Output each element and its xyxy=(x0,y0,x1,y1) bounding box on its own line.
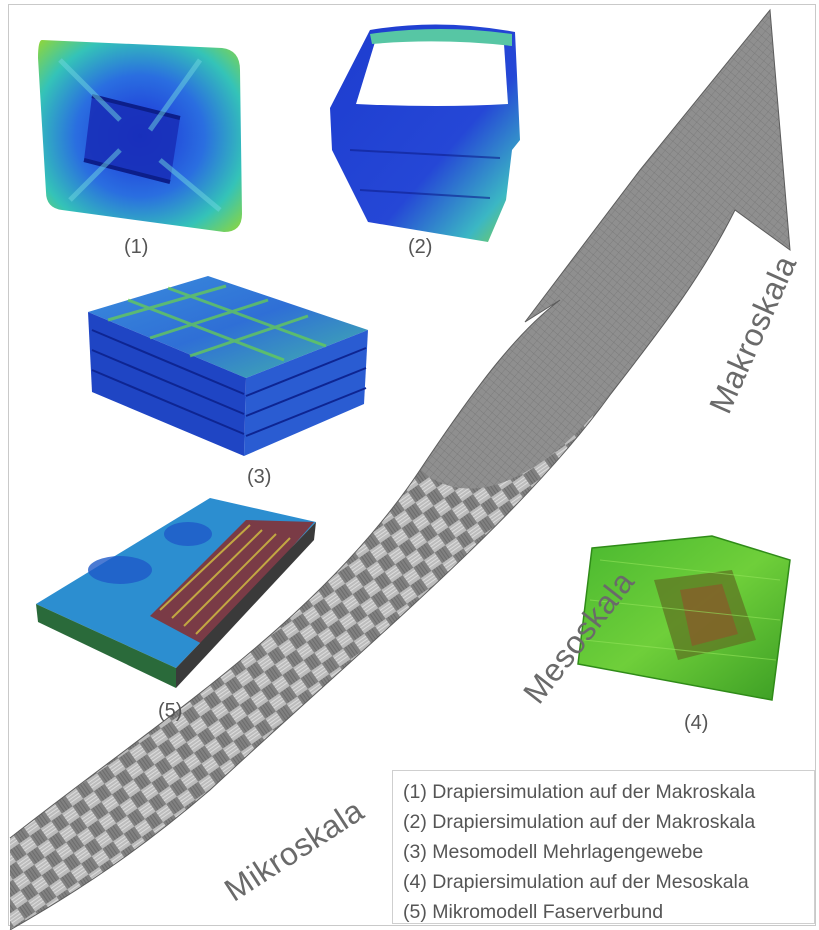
legend-item-3: (3) Mesomodell Mehrlagengewebe xyxy=(403,841,704,863)
label-image-5: (5) xyxy=(158,700,183,722)
sim-image-5-composite xyxy=(36,498,316,688)
legend-item-1: (1) Drapiersimulation auf der Makroskala xyxy=(403,781,756,803)
label-image-4: (4) xyxy=(684,712,709,734)
label-image-2: (2) xyxy=(408,236,433,258)
legend-item-4: (4) Drapiersimulation auf der Mesoskala xyxy=(403,871,749,893)
sim-image-4-meso-drape xyxy=(577,535,791,701)
sim-image-3-fabric xyxy=(88,276,368,456)
label-image-3: (3) xyxy=(247,466,272,488)
legend-item-2: (2) Drapiersimulation auf der Makroskala xyxy=(403,811,756,833)
legend-box: (1) Drapiersimulation auf der Makroskala… xyxy=(392,770,815,924)
figure-frame xyxy=(8,4,816,926)
legend-item-5: (5) Mikromodell Faserverbund xyxy=(403,901,664,923)
label-image-1: (1) xyxy=(124,236,149,258)
sim-image-2-door xyxy=(330,24,520,243)
scale-arrow xyxy=(9,8,791,930)
sim-image-1-plate xyxy=(38,40,242,232)
